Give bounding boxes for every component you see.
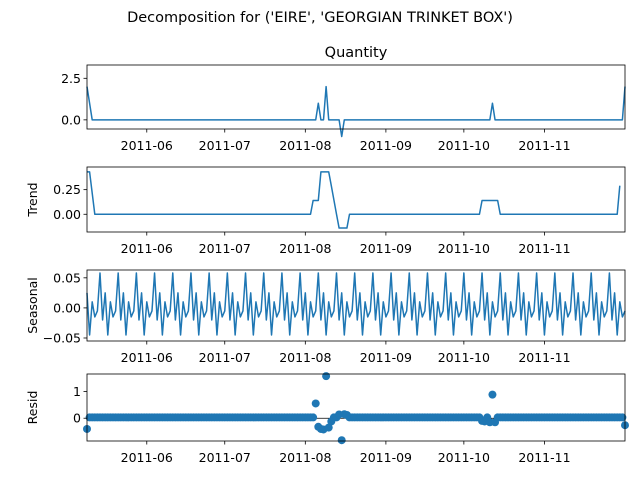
observed-xtick-label: 2011-08 [279,138,331,153]
observed-xtick-label: 2011-11 [518,138,570,153]
panel-trend: 0.00 0.25 2011-06 2011-07 2011-08 2011-09 2011… [25,166,626,256]
panel-observed: 0.0 2.5 2011-06 2011-07 2011-08 2011-09 2011-1… [61,45,626,153]
resid-point [324,423,333,432]
observed-axes-frame [86,64,626,130]
figure-title: Decomposition for ('EIRE', 'GEORGIAN TRI… [127,10,513,26]
trend-ylabel: Trend [25,182,40,217]
trend-xtick-label: 2011-10 [438,241,490,256]
seasonal-xtick-label: 2011-07 [199,350,251,365]
seasonal-xtick-label: 2011-06 [121,350,173,365]
resid-xtick-label: 2011-11 [518,450,570,465]
seasonal-axes-frame [86,269,626,342]
seasonal-ytick-label: −0.05 [43,330,81,345]
observed-ytick-label: 0.0 [61,112,81,127]
trend-xtick-label: 2011-09 [360,241,412,256]
panel-resid: 0 1 2011-06 2011-07 2011-08 2011-09 2011-10 201… [25,372,629,465]
resid-xtick-label: 2011-07 [199,450,251,465]
seasonal-xtick-label: 2011-09 [360,350,412,365]
resid-points [83,372,629,445]
trend-xtick-label: 2011-11 [518,241,570,256]
panel-seasonal: −0.05 0.00 0.05 2011-06 2011-07 2011-08 2011-0… [25,269,626,365]
seasonal-xtick-label: 2011-11 [518,350,570,365]
trend-xtick-label: 2011-06 [121,241,173,256]
trend-series-line [87,171,621,229]
trend-ytick-label: 0.00 [53,207,81,222]
trend-axes-frame [86,166,626,233]
resid-point [488,390,497,399]
resid-ytick-label: 0 [73,411,81,426]
observed-panel-title: Quantity [325,45,388,61]
seasonal-ytick-label: 0.05 [53,270,81,285]
observed-xtick-label: 2011-09 [360,138,412,153]
trend-ytick-label: 0.25 [53,182,81,197]
resid-xtick-label: 2011-08 [279,450,331,465]
seasonal-ytick-label: 0.00 [53,300,81,315]
resid-ylabel: Resid [25,391,40,425]
resid-point [311,399,320,408]
trend-xtick-label: 2011-08 [279,241,331,256]
resid-point [618,413,627,422]
seasonal-ylabel: Seasonal [25,277,40,334]
observed-series-line [86,85,626,138]
trend-xtick-label: 2011-07 [199,241,251,256]
observed-xtick-label: 2011-07 [199,138,251,153]
resid-xtick-label: 2011-06 [121,450,173,465]
resid-point [322,372,331,381]
seasonal-xtick-label: 2011-10 [438,350,490,365]
observed-ytick-label: 2.5 [61,71,81,86]
resid-point [309,413,318,422]
resid-point [337,436,346,445]
resid-xtick-label: 2011-09 [360,450,412,465]
resid-xtick-label: 2011-10 [438,450,490,465]
observed-xtick-label: 2011-06 [121,138,173,153]
observed-xtick-label: 2011-10 [438,138,490,153]
resid-ytick-label: 1 [73,384,81,399]
seasonal-series-line [86,272,626,336]
resid-axes-frame [86,373,626,442]
seasonal-xtick-label: 2011-08 [279,350,331,365]
panels: 0.0 2.5 2011-06 2011-07 2011-08 2011-09 2011-1… [25,45,629,465]
